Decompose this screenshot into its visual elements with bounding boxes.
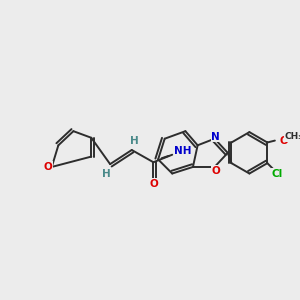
Text: H: H [130,136,139,146]
Text: H: H [102,169,111,179]
Text: N: N [211,132,220,142]
Text: O: O [280,136,289,146]
Text: Cl: Cl [271,169,282,178]
Text: CH₃: CH₃ [285,132,300,141]
Text: O: O [44,162,52,172]
Text: NH: NH [174,146,192,156]
Text: O: O [149,179,158,189]
Text: O: O [211,166,220,176]
